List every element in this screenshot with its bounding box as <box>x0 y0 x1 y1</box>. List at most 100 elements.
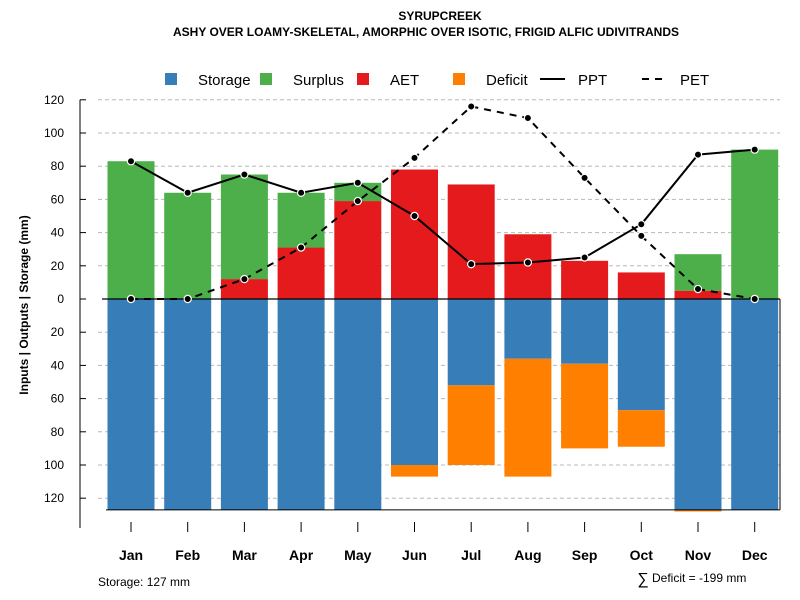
y-tick-label: 100 <box>44 126 64 140</box>
ppt-point-oct <box>637 220 646 229</box>
storage-note: Storage: 127 mm <box>98 575 190 589</box>
bars <box>107 149 779 512</box>
ppt-point-nov <box>693 150 703 159</box>
bar-aet-oct <box>617 272 665 299</box>
y-tick-label: 20 <box>51 259 65 273</box>
bar-aet-sep <box>561 260 609 299</box>
ppt-point-feb <box>183 188 192 197</box>
pet-point-jun <box>410 153 419 163</box>
y-tick-label: 40 <box>51 226 65 240</box>
x-tick-label-oct: Oct <box>630 547 654 563</box>
bar-storage-may <box>334 299 382 510</box>
pet-point-aug <box>523 113 533 123</box>
grid <box>98 99 780 499</box>
x-tick-label-apr: Apr <box>289 547 314 563</box>
pet-point-sep <box>580 173 589 183</box>
ppt-point-may <box>353 178 362 187</box>
pet-line <box>131 105 755 300</box>
pet-point-nov <box>693 284 703 294</box>
legend-pet-label: PET <box>680 72 709 89</box>
bar-aet-apr <box>277 247 325 299</box>
axes: 120 100 80 60 40 20 0 20 40 60 80 100 120 Jan Feb Mar Ap… <box>44 93 781 563</box>
x-tick-label-jun: Jun <box>402 547 427 563</box>
y-tick-label: 80 <box>51 159 65 173</box>
ppt-point-mar <box>240 170 249 179</box>
legend-ppt-label: PPT <box>578 72 607 89</box>
ppt-point-jun <box>410 211 419 221</box>
bar-storage-jan <box>107 299 155 510</box>
chart-title: SYRUPCREEK <box>398 9 482 23</box>
pet-point-jan <box>126 294 136 304</box>
legend-deficit-swatch <box>453 73 465 85</box>
y-tick-label: 20 <box>51 325 65 339</box>
y-tick-label: 0 <box>57 292 64 306</box>
bar-aet-nov <box>674 290 722 299</box>
ppt-line <box>130 148 755 266</box>
bar-storage-oct <box>617 299 665 411</box>
legend-storage-swatch <box>165 73 177 85</box>
y-tick-label: 80 <box>51 425 65 439</box>
ppt-point-sep <box>580 253 589 262</box>
points <box>126 102 759 304</box>
pet-point-apr <box>296 243 306 252</box>
pet-point-mar <box>240 274 249 284</box>
deficit-note: Deficit = -199 mm <box>652 571 746 585</box>
pet-point-dec <box>750 294 759 304</box>
bar-deficit-jun <box>391 465 438 477</box>
legend-surplus-label: Surplus <box>293 72 344 89</box>
y-tick-label: 40 <box>51 358 65 372</box>
ppt-point-dec <box>750 145 759 154</box>
y-tick-label: 120 <box>44 491 64 505</box>
x-tick-label-nov: Nov <box>685 547 712 563</box>
x-tick-label-may: May <box>344 547 371 563</box>
bar-surplus-mar <box>220 174 268 280</box>
bar-storage-jul <box>447 299 495 386</box>
legend: Storage Surplus AET Deficit PPT PET <box>165 72 709 89</box>
bar-surplus-dec <box>731 149 779 299</box>
bar-deficit-nov <box>674 509 722 512</box>
x-tick-label-mar: Mar <box>232 547 257 563</box>
bar-aet-may <box>334 201 382 299</box>
y-tick-label: 120 <box>44 93 64 107</box>
lines <box>130 105 755 300</box>
x-tick-label-feb: Feb <box>175 547 200 563</box>
bar-deficit-jul <box>447 385 495 465</box>
bar-surplus-feb <box>164 192 212 299</box>
y-tick-label: 60 <box>51 392 65 406</box>
legend-aet-label: AET <box>390 72 419 89</box>
x-tick-label-jan: Jan <box>119 547 143 563</box>
bar-storage-feb <box>164 299 212 510</box>
chart-subtitle: ASHY OVER LOAMY-SKELETAL, AMORPHIC OVER … <box>173 25 679 39</box>
ppt-point-jul <box>467 259 476 269</box>
bar-deficit-oct <box>617 410 665 447</box>
x-tick-label-aug: Aug <box>514 547 541 563</box>
bar-surplus-apr <box>277 192 325 248</box>
bar-storage-nov <box>674 299 722 510</box>
sum-symbol: ∑ <box>637 571 648 588</box>
bar-surplus-may <box>334 182 382 202</box>
bar-storage-apr <box>277 299 325 510</box>
x-tick-label-dec: Dec <box>742 547 768 563</box>
y-axis-label: Inputs | Outputs | Storage (mm) <box>17 215 31 394</box>
legend-surplus-swatch <box>260 73 272 85</box>
pet-point-oct <box>637 231 646 241</box>
bar-aet-jul <box>447 184 495 299</box>
y-tick-label: 60 <box>51 192 65 206</box>
bar-storage-jun <box>391 299 438 465</box>
bar-deficit-sep <box>561 363 609 449</box>
ppt-point-aug <box>523 258 533 267</box>
pet-point-jul <box>467 102 476 111</box>
pet-point-feb <box>183 294 192 304</box>
bar-storage-aug <box>504 299 552 359</box>
bar-storage-mar <box>220 299 268 510</box>
x-tick-label-sep: Sep <box>572 547 598 563</box>
x-tick-label-jul: Jul <box>461 547 481 563</box>
ppt-point-apr <box>296 188 306 197</box>
bar-deficit-aug <box>504 358 552 477</box>
pet-point-may <box>353 196 362 206</box>
bar-aet-jun <box>391 169 438 299</box>
bar-storage-dec <box>731 299 779 510</box>
bar-surplus-jan <box>107 161 155 299</box>
legend-deficit-label: Deficit <box>486 72 529 89</box>
